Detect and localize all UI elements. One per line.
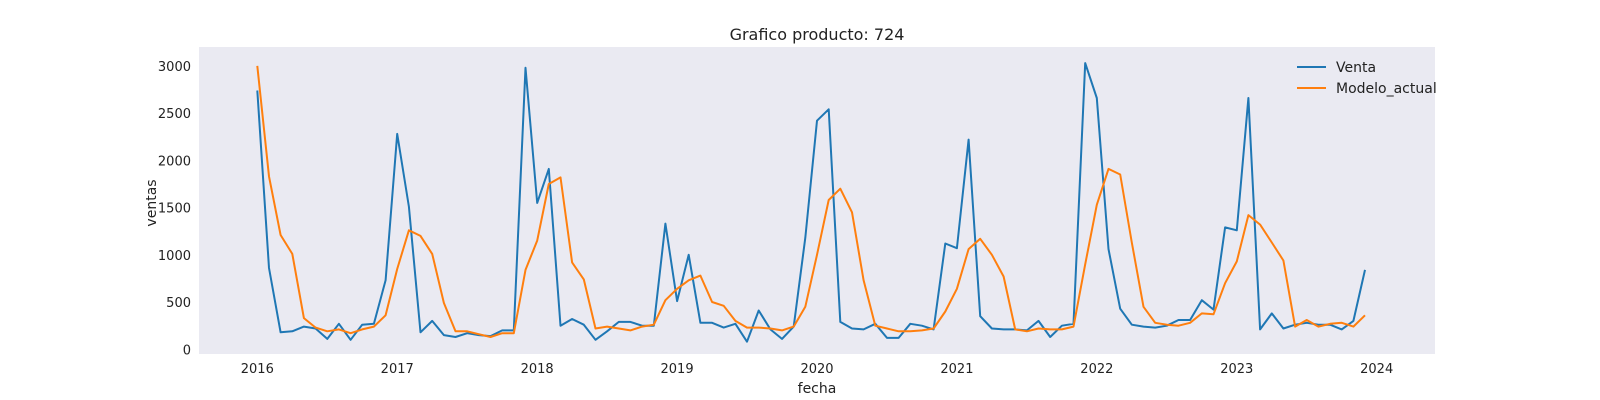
series-layer [256,62,1366,343]
x-axis-label: fecha [798,381,837,397]
x-tick-label: 2019 [661,362,694,377]
x-tick-label: 2022 [1080,362,1113,377]
series-line-venta [256,62,1366,343]
x-tick-label: 2023 [1220,362,1253,377]
y-tick-label: 0 [183,343,191,358]
y-axis-label: ventas [144,179,160,226]
x-tick-label: 2021 [940,362,973,377]
x-tick-label: 2017 [381,362,414,377]
y-tick-label: 1500 [158,202,191,217]
y-tick-label: 3000 [158,60,191,75]
y-tick-label: 1000 [158,249,191,264]
series-line-modelo-actual [256,65,1366,338]
x-tick-label: 2016 [241,362,274,377]
legend: Venta Modelo_actual [1297,60,1437,97]
y-tick-label: 2000 [158,154,191,169]
y-axis: 0 500 1000 1500 2000 2500 3000 [158,60,191,358]
x-axis: 2016 2017 2018 2019 2020 2021 2022 2023 2024 [241,362,1393,377]
plot-area [199,47,1435,354]
y-tick-label: 2500 [158,107,191,122]
chart-title: Grafico producto: 724 [730,25,905,44]
y-tick-label: 500 [166,296,191,311]
x-tick-label: 2020 [800,362,833,377]
x-tick-label: 2024 [1360,362,1393,377]
x-tick-label: 2018 [521,362,554,377]
legend-label-venta: Venta [1336,60,1376,76]
legend-label-modelo-actual: Modelo_actual [1336,81,1437,97]
